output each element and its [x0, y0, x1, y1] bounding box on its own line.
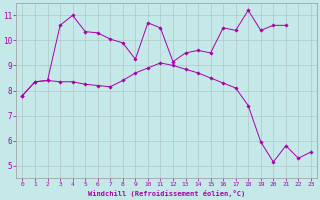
- X-axis label: Windchill (Refroidissement éolien,°C): Windchill (Refroidissement éolien,°C): [88, 190, 245, 197]
